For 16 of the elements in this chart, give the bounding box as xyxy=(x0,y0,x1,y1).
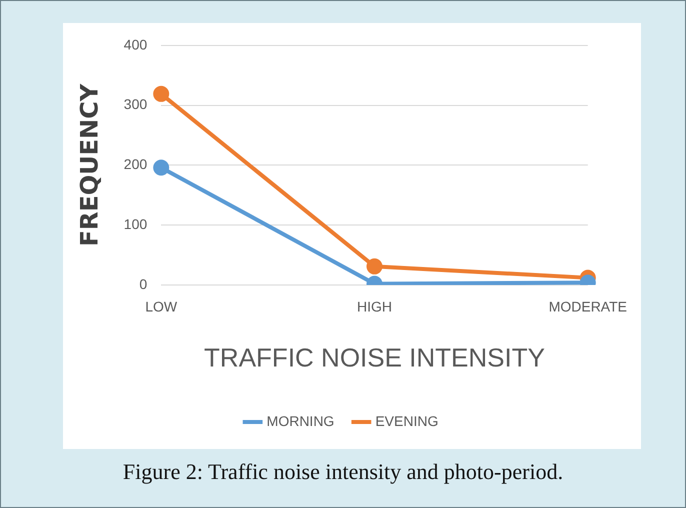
x-tick-label: HIGH xyxy=(357,298,392,314)
y-tick-label: 200 xyxy=(124,156,148,172)
y-tick-label: 100 xyxy=(124,216,148,232)
caption: Figure 2: Traffic noise intensity and photo-period. xyxy=(122,459,564,485)
point xyxy=(366,258,383,274)
legend-label: MORNING xyxy=(266,412,334,429)
y-tick-label: 0 xyxy=(139,276,148,292)
point xyxy=(153,160,170,176)
point xyxy=(153,86,170,102)
y-axis-title: FREQUENCY xyxy=(76,83,104,247)
x-tick-label: MODERATE xyxy=(548,298,628,314)
y-tick-label: 300 xyxy=(124,96,148,112)
x-axis-title: TRAFFIC NOISE INTENSITY xyxy=(204,342,545,373)
y-tick-label: 400 xyxy=(124,36,148,52)
legend-label: EVENING xyxy=(375,412,438,429)
x-tick-label: LOW xyxy=(145,298,178,314)
